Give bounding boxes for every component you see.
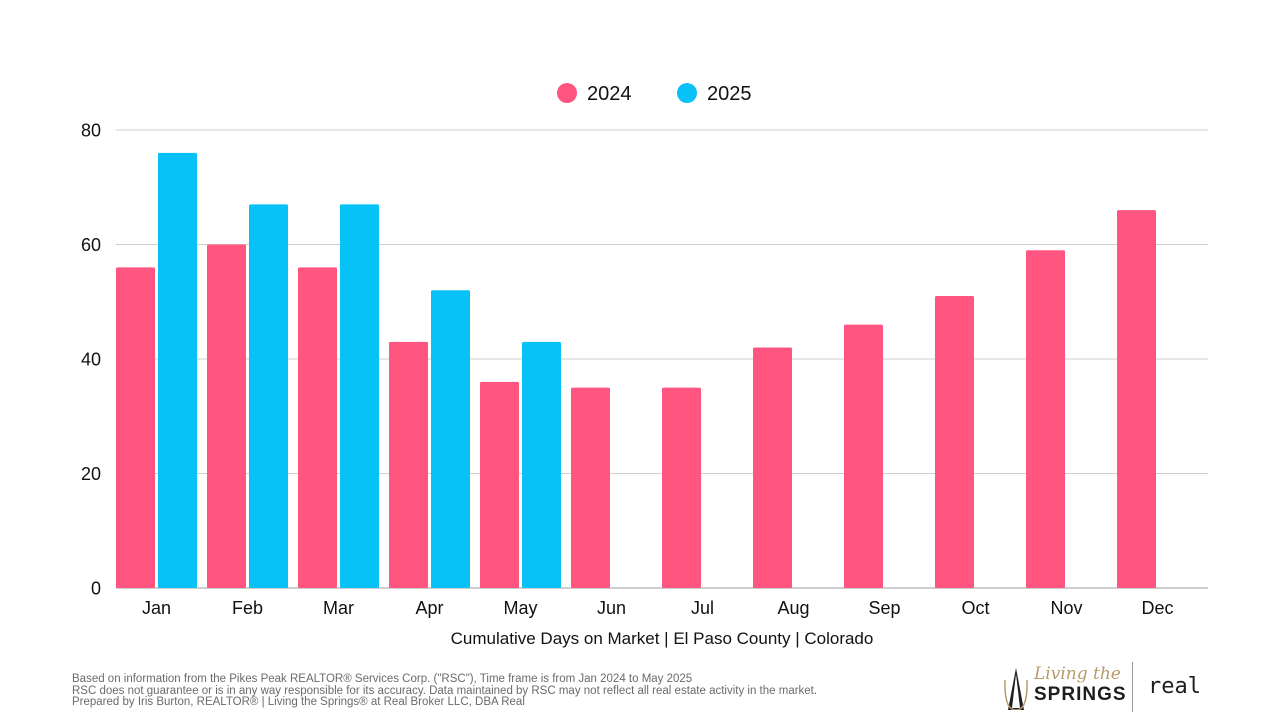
bar-2025-Mar [340, 204, 379, 589]
footer-line-3: Prepared by Iris Burton, REALTOR® | Livi… [72, 696, 525, 709]
bar-2024-Feb [207, 244, 246, 588]
legend-marker-2025 [677, 83, 697, 103]
bar-2024-Apr [389, 341, 428, 588]
bar-2024-May [480, 381, 519, 588]
x-tick-label-aug: Aug [777, 598, 809, 618]
y-tick-label: 40 [81, 350, 101, 370]
bar-2024-Jan [116, 267, 155, 588]
bar-2024-Jul [662, 387, 701, 588]
logo-script-text: Living the [1034, 664, 1121, 684]
bar-2025-May [522, 341, 561, 588]
x-tick-label-jul: Jul [691, 598, 714, 618]
tree-icon [1004, 668, 1028, 710]
logo-brand-text: SPRINGS [1034, 684, 1127, 705]
bar-2024-Aug [753, 347, 792, 588]
bar-2024-Mar [298, 267, 337, 588]
y-tick-label: 20 [81, 464, 101, 484]
x-tick-label-oct: Oct [961, 598, 989, 618]
footer-line-1: Based on information from the Pikes Peak… [72, 673, 693, 685]
logo-partner-text: real [1148, 674, 1201, 699]
x-tick-label-may: May [503, 598, 537, 618]
x-tick-label-jan: Jan [142, 598, 171, 618]
y-tick-label: 0 [91, 579, 101, 599]
bar-2024-Nov [1026, 250, 1065, 588]
legend-label-2025: 2025 [707, 83, 752, 105]
logo-divider [1132, 662, 1133, 712]
legend-marker-2024 [557, 83, 577, 103]
x-tick-label-apr: Apr [415, 598, 443, 618]
y-tick-label: 80 [81, 121, 101, 141]
footer-line-2: RSC does not guarantee or is in any way … [72, 684, 818, 697]
bar-2025-Apr [431, 290, 470, 588]
x-tick-label-sep: Sep [868, 598, 900, 618]
chart: 0 20 40 60 80 Jan Feb Mar Apr May Jun Jul Aug Sep Oct N… [81, 83, 1208, 648]
legend-label-2024: 2024 [587, 83, 632, 105]
x-axis-title: Cumulative Days on Market | El Paso Coun… [451, 629, 874, 648]
x-tick-label-dec: Dec [1141, 598, 1173, 618]
x-tick-label-nov: Nov [1050, 598, 1082, 618]
footer-disclaimer: Based on information from the Pikes Peak… [72, 673, 972, 709]
bar-2025-Feb [249, 204, 288, 589]
x-tick-label-mar: Mar [323, 598, 354, 618]
bar-2024-Dec [1117, 210, 1156, 588]
bar-2024-Oct [935, 296, 974, 588]
bar-2024-Sep [844, 324, 883, 588]
y-tick-label: 60 [81, 235, 101, 255]
bar-2025-Jan [158, 152, 197, 588]
bar-2024-Jun [571, 387, 610, 588]
x-tick-label-jun: Jun [597, 598, 626, 618]
x-tick-label-feb: Feb [232, 598, 263, 618]
brand-logo: Living the SPRINGS real [1002, 662, 1222, 714]
